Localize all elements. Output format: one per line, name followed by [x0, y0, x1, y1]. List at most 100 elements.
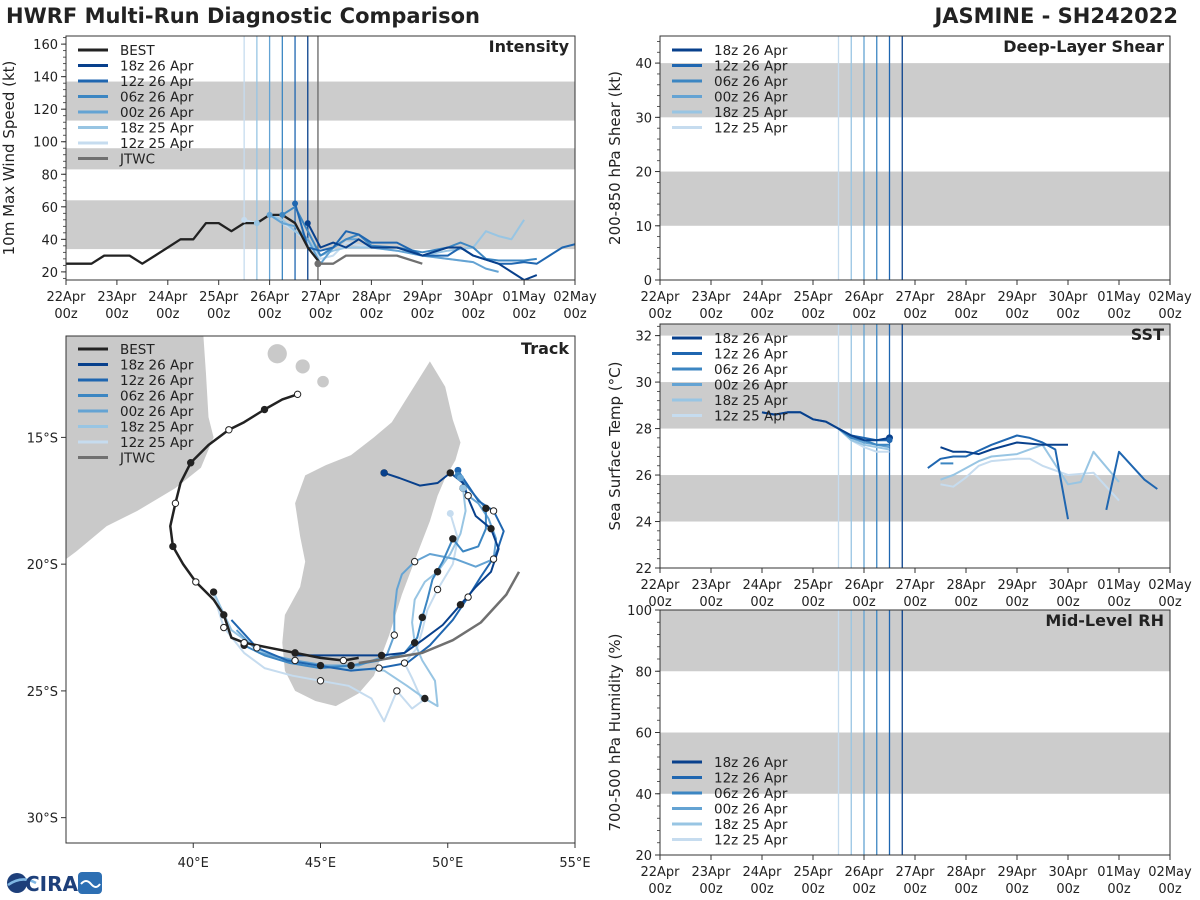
- sst-xtick-date: 29Apr: [997, 578, 1037, 593]
- track-position-marker: [316, 677, 325, 685]
- sst-ytick-label: 22: [635, 562, 652, 577]
- intensity-series-line: [294, 203, 575, 265]
- shear-xtick-date: 23Apr: [691, 290, 731, 305]
- rh-ytick-label: 20: [635, 849, 652, 864]
- sst-series-line: [927, 434, 1069, 520]
- track-position-marker: [433, 585, 442, 594]
- track-legend-label: 18z 25 Apr: [120, 420, 194, 436]
- intensity-ylabel: 10m Max Wind Speed (kt): [0, 61, 18, 256]
- track-position-marker: [446, 469, 454, 477]
- rh-xtick-time: 00z: [1005, 882, 1029, 897]
- shear-xtick-date: 27Apr: [895, 290, 935, 305]
- track-position-marker: [253, 644, 261, 652]
- sst-ytick-label: 28: [635, 423, 652, 438]
- cira-logo: CIRA: [7, 872, 102, 896]
- track-position-marker: [487, 524, 495, 533]
- track-legend-label: 12z 26 Apr: [120, 373, 194, 389]
- track-position-marker: [433, 568, 442, 576]
- intensity-legend-label: 18z 26 Apr: [120, 59, 194, 75]
- track-position-marker: [377, 651, 386, 660]
- sst-xtick-date: 28Apr: [946, 578, 986, 593]
- sst-xtick-date: 01May: [1097, 578, 1141, 593]
- intensity-xtick-date: 23Apr: [97, 290, 137, 305]
- jtwc-marker: [314, 260, 322, 268]
- track-init-marker: [446, 509, 454, 517]
- intensity-jtwc-line: [318, 254, 423, 265]
- shear-xtick-date: 22Apr: [640, 290, 680, 305]
- track-position-marker: [449, 535, 457, 543]
- track-position-marker: [220, 623, 228, 632]
- rh-xtick-time: 00z: [1107, 882, 1131, 897]
- track-position-marker: [421, 694, 429, 703]
- track-best-marker: [339, 656, 348, 665]
- intensity-init-marker: [292, 200, 299, 207]
- track-position-marker: [347, 661, 355, 670]
- intensity-legend-label: BEST: [120, 43, 155, 59]
- rh-xtick-time: 00z: [903, 882, 927, 897]
- rh-band: [660, 732, 1170, 794]
- sst-panel: 22 24 26 28 30 32 22Apr 00z 23Apr 00z 24Apr 00z 25Ap…: [606, 323, 1192, 610]
- intensity-xtick-date: 28Apr: [352, 290, 392, 305]
- intensity-xtick-time: 00z: [207, 307, 231, 322]
- intensity-ytick-label: 60: [41, 201, 58, 216]
- sst-xtick-time: 00z: [801, 595, 825, 610]
- shear-title: Deep-Layer Shear: [1003, 37, 1164, 56]
- track-best-marker: [169, 542, 177, 551]
- rh-ylabel: 700-500 hPa Humidity (%): [606, 633, 624, 831]
- shear-ytick-label: 30: [635, 111, 652, 126]
- track-position-marker: [209, 588, 218, 596]
- track-xtick-label: 55°E: [559, 856, 590, 871]
- track-legend-label: 00z 26 Apr: [120, 404, 194, 420]
- rh-xtick-date: 28Apr: [946, 865, 986, 880]
- intensity-xtick-date: 02May: [553, 290, 597, 305]
- track-forecast-line: [212, 513, 459, 723]
- sst-xtick-date: 27Apr: [895, 578, 935, 593]
- intensity-xtick-time: 00z: [411, 307, 435, 322]
- intensity-init-marker: [279, 211, 286, 218]
- track-position-marker: [410, 639, 419, 647]
- intensity-xtick-time: 00z: [309, 307, 333, 322]
- madagascar-landmass: [282, 361, 461, 707]
- sst-ytick-label: 32: [635, 330, 652, 345]
- track-best-marker: [225, 426, 233, 434]
- intensity-panel: 20 40 60 80 100 120 140 160 22Apr 00z 23Apr 00z 24Ap…: [0, 35, 597, 322]
- track-xtick-label: 40°E: [178, 856, 209, 871]
- intensity-legend-label: 18z 25 Apr: [120, 121, 194, 137]
- rh-xtick-time: 00z: [648, 882, 672, 897]
- sst-xtick-time: 00z: [1107, 595, 1131, 610]
- intensity-ytick-label: 160: [33, 38, 58, 53]
- rh-xtick-date: 30Apr: [1048, 865, 1088, 880]
- shear-xtick-time: 00z: [750, 307, 774, 322]
- track-xtick-label: 45°E: [305, 856, 336, 871]
- sst-series-line: [940, 441, 1068, 456]
- track-position-marker: [390, 631, 399, 639]
- intensity-ytick-label: 20: [41, 266, 58, 281]
- track-best-marker: [171, 499, 180, 508]
- intensity-band: [66, 148, 575, 170]
- sst-band: [660, 324, 1170, 336]
- intensity-ytick-label: 40: [41, 233, 58, 248]
- shear-xtick-time: 00z: [1056, 307, 1080, 322]
- track-position-marker: [464, 492, 472, 500]
- shear-xtick-time: 00z: [1107, 307, 1131, 322]
- shear-ylabel: 200-850 hPa Shear (kt): [606, 71, 624, 245]
- shear-xtick-time: 00z: [648, 307, 672, 322]
- intensity-xtick-time: 00z: [512, 307, 536, 322]
- intensity-legend-label: JTWC: [119, 152, 155, 168]
- sst-xtick-date: 24Apr: [742, 578, 782, 593]
- intensity-ytick-label: 140: [33, 71, 58, 86]
- sst-xtick-time: 00z: [1158, 595, 1182, 610]
- track-position-marker: [418, 613, 426, 622]
- shear-band: [660, 171, 1170, 226]
- track-best-line: [169, 393, 359, 662]
- track-position-marker: [489, 507, 498, 515]
- track-panel: 40°E 45°E 50°E 55°E 15°S 20°S 25°S 30°S Track BES…: [27, 335, 591, 871]
- sst-ylabel: Sea Surface Temp (°C): [606, 361, 624, 530]
- intensity-init-marker: [304, 220, 311, 227]
- intensity-xtick-date: 25Apr: [199, 290, 239, 305]
- rh-ytick-label: 40: [635, 788, 652, 803]
- rh-xtick-time: 00z: [699, 882, 723, 897]
- intensity-ytick-label: 80: [41, 168, 58, 183]
- track-xtick-label: 50°E: [432, 856, 463, 871]
- shear-ytick-label: 0: [644, 274, 652, 289]
